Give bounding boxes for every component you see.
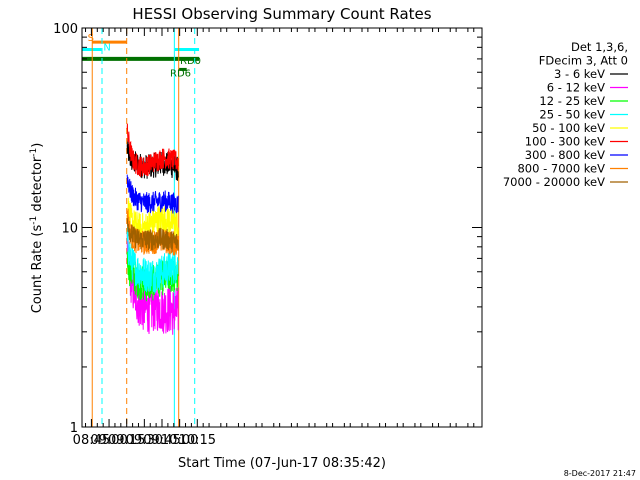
y-axis-label-sup2: -1: [29, 148, 39, 157]
x-tick-label-3: 09:30: [126, 433, 163, 448]
y-tick-label-1: 10: [61, 222, 78, 237]
x-tick-label-4: 09:45: [143, 433, 180, 448]
series-line-8: [126, 218, 179, 253]
flag-label-2: RD0: [180, 56, 201, 67]
flag-label-0: S: [88, 33, 94, 44]
y-tick-label-2: 100: [53, 22, 78, 37]
y-axis-label-mid: detector: [30, 156, 45, 216]
legend-entry-4: 50 - 100 keV: [532, 121, 605, 135]
legend-entry-5: 100 - 300 keV: [525, 135, 605, 149]
series-line-3: [126, 227, 179, 295]
series-line-5: [126, 123, 179, 177]
x-tick-label-1: 09:00: [90, 433, 127, 448]
y-axis-label-end: ): [30, 143, 45, 148]
legend-entry-3: 25 - 50 keV: [539, 108, 605, 122]
series-line-6: [126, 174, 179, 214]
x-tick-label-6: 10:15: [179, 433, 216, 448]
legend-entry-2: 12 - 25 keV: [539, 94, 605, 108]
y-tick-label-0: 1: [70, 421, 78, 436]
y-axis-label-main: Count Rate (s: [30, 225, 45, 314]
series-lines: [126, 123, 179, 335]
y-axis-label: Count Rate (s-1 detector-1): [29, 143, 45, 314]
legend-entry-6: 300 - 800 keV: [525, 148, 605, 162]
y-axis-label-sup1: -1: [29, 216, 39, 225]
legend-entry-1: 6 - 12 keV: [547, 81, 605, 95]
legend-entry-8: 7000 - 20000 keV: [503, 175, 605, 189]
flag-label-3: RD6: [170, 68, 191, 79]
x-tick-label-0: 08:45: [73, 433, 110, 448]
x-axis-label: Start Time (07-Jun-17 08:35:42): [178, 456, 386, 471]
x-tick-label-5: 10:00: [161, 433, 198, 448]
plot-frame: [81, 27, 483, 428]
legend-header-0: Det 1,3,6,: [571, 40, 628, 54]
chart-title: HESSI Observing Summary Count Rates: [132, 5, 431, 23]
x-tick-label-2: 09:15: [108, 433, 145, 448]
legend-header-1: FDecim 3, Att 0: [539, 54, 628, 68]
legend-entry-7: 800 - 7000 keV: [517, 162, 605, 176]
flag-vertical-lines: [91, 28, 196, 427]
legend-entry-0: 3 - 6 keV: [554, 67, 605, 81]
flag-label-1: N: [103, 42, 110, 53]
date-stamp: 8-Dec-2017 21:47: [564, 469, 636, 478]
